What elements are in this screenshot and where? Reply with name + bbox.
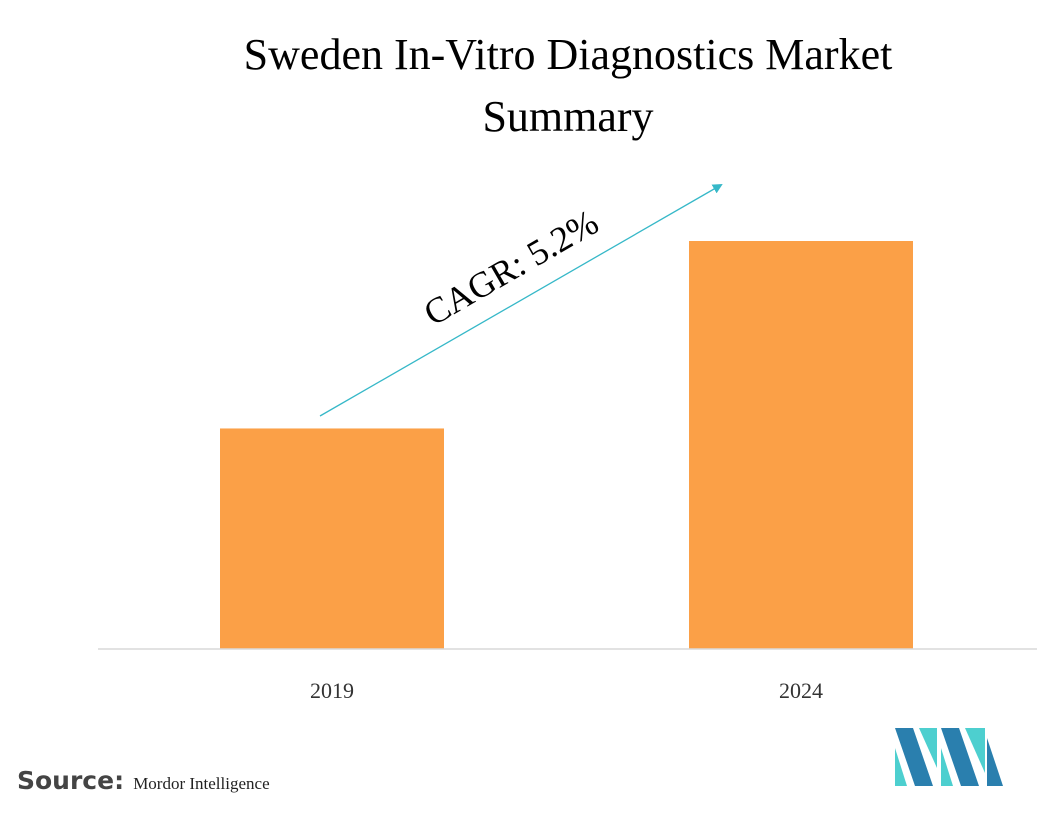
x-axis-tick-labels: 2019 2024 [310, 678, 823, 703]
bar-2024 [689, 241, 913, 649]
source-line: Source: Mordor Intelligence [17, 766, 270, 795]
x-tick-label-2024: 2024 [779, 678, 823, 703]
chart-title-line-2: Summary [482, 92, 654, 141]
chart-title: Sweden In-Vitro Diagnostics Market Summa… [0, 24, 1059, 148]
mordor-intelligence-logo-icon [895, 728, 1005, 790]
source-label: Source: [17, 766, 125, 795]
x-tick-label-2019: 2019 [310, 678, 354, 703]
source-value: Mordor Intelligence [133, 774, 270, 793]
bars-layer [220, 241, 913, 649]
chart-title-line-1: Sweden In-Vitro Diagnostics Market [243, 30, 893, 79]
cagr-arrow [319, 184, 723, 417]
bar-2019 [220, 428, 444, 649]
